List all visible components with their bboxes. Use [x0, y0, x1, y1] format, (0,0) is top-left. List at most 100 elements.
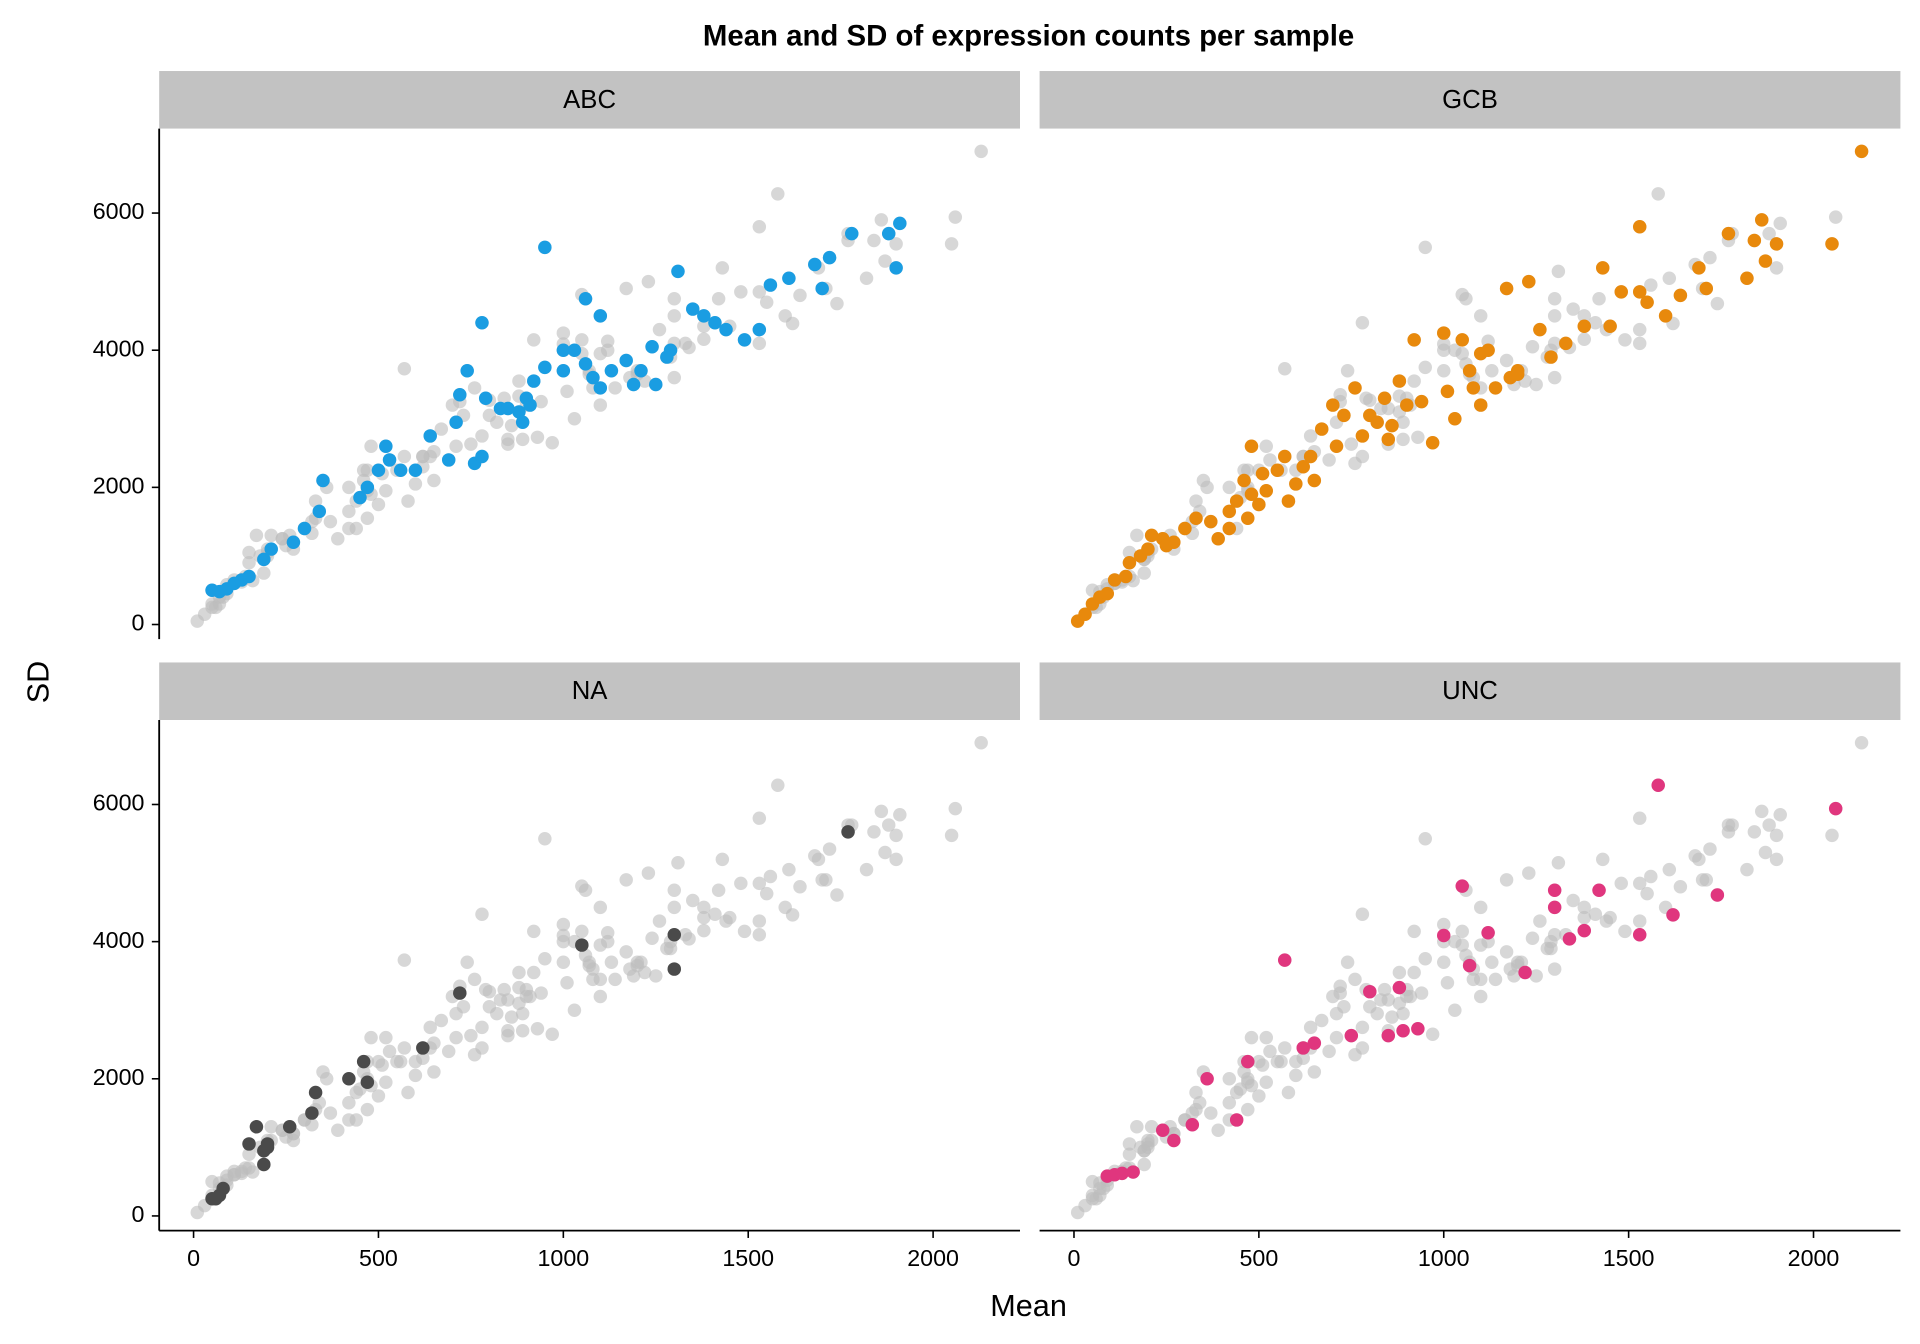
background-point [619, 281, 633, 296]
point [257, 552, 271, 567]
background-point [1854, 736, 1869, 750]
background-point [1522, 866, 1536, 880]
background-point [501, 1028, 515, 1043]
point [360, 480, 375, 495]
background-point [593, 900, 608, 915]
x-tick-label: 1500 [1603, 1245, 1655, 1271]
point [1466, 381, 1481, 395]
background-point [1773, 808, 1787, 822]
x-tick-label: 500 [359, 1245, 398, 1271]
background-point [1499, 353, 1514, 368]
point [538, 360, 552, 375]
background-point [1229, 1085, 1244, 1100]
background-point [490, 1006, 504, 1021]
background-point [467, 972, 482, 987]
point [1348, 381, 1362, 395]
x-tick-label: 2000 [907, 1245, 959, 1271]
background-point [397, 361, 412, 376]
point [889, 261, 903, 275]
point [1381, 432, 1396, 447]
point [1481, 343, 1495, 357]
background-point [427, 1036, 441, 1050]
point [671, 264, 685, 279]
background-point [1577, 900, 1591, 915]
point [1510, 367, 1525, 381]
point [619, 353, 633, 368]
background-point [652, 322, 667, 337]
background-point [464, 437, 478, 451]
point [1270, 463, 1285, 477]
background-point [1577, 309, 1591, 323]
point [1651, 778, 1665, 793]
background-point [1699, 873, 1714, 887]
background-point [575, 924, 589, 939]
background-point [530, 1021, 545, 1036]
point [1440, 384, 1455, 399]
background-point [1278, 1041, 1292, 1055]
point [1577, 923, 1591, 938]
background-point [771, 778, 785, 793]
point [379, 439, 393, 453]
y-tick-label: 0 [132, 610, 145, 636]
background-point [408, 477, 423, 491]
point [460, 364, 474, 378]
background-point [1662, 271, 1677, 285]
background-point [242, 556, 256, 570]
point [667, 962, 682, 976]
background-point [1437, 917, 1451, 932]
point [478, 391, 493, 405]
point [763, 278, 778, 292]
background-point [1355, 1041, 1370, 1055]
background-point [538, 952, 552, 966]
background-point [582, 958, 596, 973]
point [1122, 556, 1137, 570]
background-point [1551, 856, 1566, 870]
background-point [878, 845, 892, 860]
strip-label: GCB [1442, 86, 1498, 114]
background-point [1130, 528, 1144, 543]
background-point [682, 340, 696, 355]
point [1411, 1021, 1425, 1036]
background-point [319, 1072, 334, 1086]
background-point [1440, 976, 1455, 990]
point [1259, 484, 1273, 498]
background-point [342, 1096, 356, 1110]
background-point [1747, 825, 1762, 839]
background-point [1340, 364, 1355, 378]
point [1355, 429, 1370, 443]
background-point [379, 484, 393, 498]
background-point [830, 888, 844, 902]
point [1462, 364, 1477, 378]
point [1119, 569, 1133, 584]
background-point [456, 1000, 471, 1014]
background-point [264, 528, 278, 543]
background-point [556, 917, 571, 932]
background-point [1618, 924, 1632, 939]
background-point [1755, 804, 1769, 819]
background-point [1252, 1089, 1266, 1103]
background-point [1632, 336, 1647, 351]
point [1437, 928, 1451, 943]
point [645, 340, 659, 354]
background-point [1614, 876, 1628, 891]
background-point [1270, 1054, 1285, 1069]
point [841, 825, 855, 839]
point [523, 398, 537, 412]
background-point [504, 418, 519, 433]
background-point [501, 437, 515, 451]
background-point [1363, 393, 1377, 408]
background-point [822, 842, 837, 856]
point [1721, 226, 1736, 241]
point [1632, 285, 1647, 299]
point [1488, 381, 1503, 395]
background-point [1485, 364, 1499, 378]
strip [1039, 71, 1901, 129]
point [1229, 494, 1244, 508]
background-point [1769, 828, 1784, 843]
background-point [1185, 1106, 1200, 1120]
background-point [1396, 432, 1410, 447]
background-point [697, 900, 711, 915]
background-point [652, 914, 667, 928]
point [893, 216, 907, 231]
background-point [331, 532, 345, 546]
